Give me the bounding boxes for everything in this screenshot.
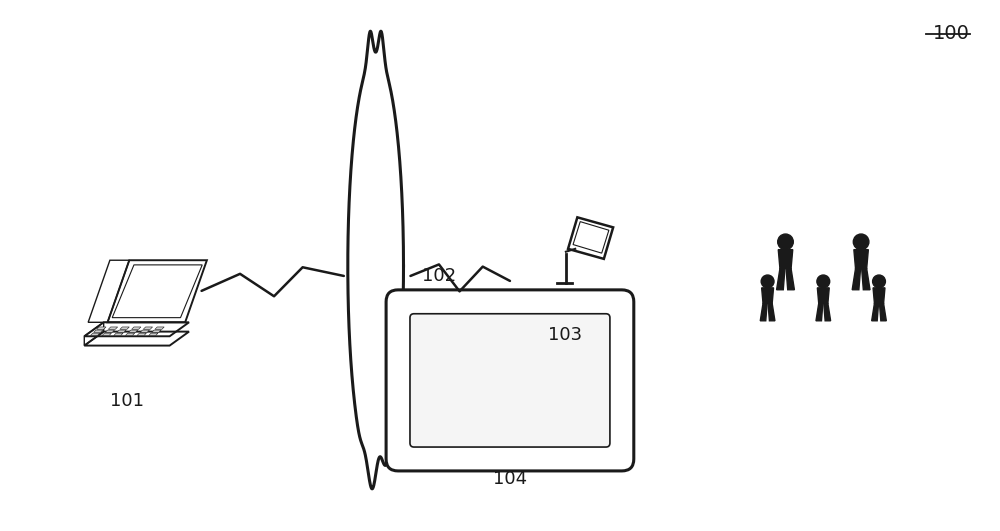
FancyBboxPatch shape	[386, 290, 634, 471]
FancyBboxPatch shape	[410, 314, 610, 447]
Polygon shape	[873, 288, 885, 303]
Polygon shape	[762, 288, 774, 303]
Polygon shape	[854, 250, 868, 269]
Circle shape	[778, 234, 793, 250]
Polygon shape	[824, 303, 831, 321]
Polygon shape	[817, 288, 829, 303]
Text: 102: 102	[422, 267, 457, 285]
Polygon shape	[816, 303, 823, 321]
Polygon shape	[132, 327, 141, 329]
Polygon shape	[768, 303, 775, 321]
Polygon shape	[143, 327, 153, 329]
Polygon shape	[760, 303, 767, 321]
Polygon shape	[94, 330, 103, 332]
Circle shape	[853, 234, 869, 250]
Polygon shape	[102, 333, 111, 336]
Polygon shape	[117, 330, 126, 332]
Polygon shape	[872, 303, 879, 321]
Polygon shape	[105, 330, 115, 332]
Polygon shape	[777, 269, 785, 290]
Text: 103: 103	[548, 326, 582, 344]
Polygon shape	[852, 269, 861, 290]
Circle shape	[761, 275, 774, 288]
Polygon shape	[879, 303, 886, 321]
Circle shape	[873, 275, 885, 288]
Text: 100: 100	[933, 24, 970, 43]
Polygon shape	[786, 269, 794, 290]
Polygon shape	[120, 327, 129, 329]
Polygon shape	[152, 330, 161, 332]
Polygon shape	[108, 327, 118, 329]
Polygon shape	[114, 333, 123, 336]
Polygon shape	[778, 250, 793, 269]
Polygon shape	[155, 327, 164, 329]
Circle shape	[817, 275, 830, 288]
Polygon shape	[129, 330, 138, 332]
Polygon shape	[125, 333, 135, 336]
Polygon shape	[862, 269, 870, 290]
Text: 101: 101	[110, 392, 144, 410]
Polygon shape	[90, 333, 100, 336]
Text: 104: 104	[493, 470, 527, 488]
Polygon shape	[137, 333, 146, 336]
Polygon shape	[97, 327, 106, 329]
Polygon shape	[149, 333, 158, 336]
Polygon shape	[140, 330, 149, 332]
